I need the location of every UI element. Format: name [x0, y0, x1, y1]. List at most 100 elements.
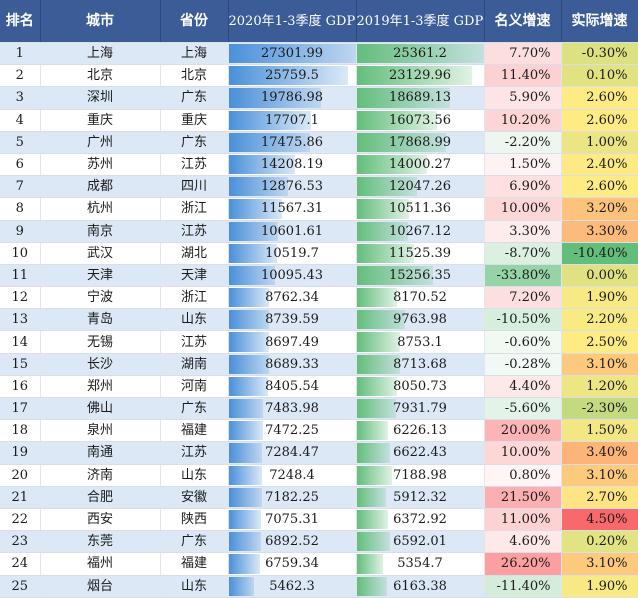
rank-cell: 12 — [0, 286, 41, 310]
data-bar-value: 11567.31 — [260, 201, 324, 217]
header-province[interactable]: 省份 — [160, 0, 229, 43]
province-cell: 江苏 — [160, 441, 229, 465]
data-bar-value: 6892.52 — [265, 534, 319, 550]
rank-cell: 8 — [0, 197, 41, 221]
data-bar-value: 5462.3 — [269, 578, 315, 594]
rank-cell: 18 — [0, 419, 41, 443]
rank-cell: 25 — [0, 575, 41, 598]
nominal-growth-cell: 7.20% — [484, 286, 562, 310]
province-cell: 湖北 — [160, 242, 229, 265]
city-cell: 天津 — [40, 264, 161, 288]
data-bar — [228, 399, 264, 419]
data-bar-value: 6226.13 — [393, 423, 447, 439]
table-row: 9 南京 江苏 10601.61 10267.12 3.30% 3.30% — [0, 220, 638, 243]
table-row: 13 青岛 山东 8739.59 9763.98 -10.50% 2.20% — [0, 308, 638, 332]
province-cell: 安徽 — [160, 486, 229, 509]
data-bar — [228, 288, 270, 308]
gdp-2020-cell: 10519.7 — [228, 242, 357, 265]
rank-cell: 19 — [0, 441, 41, 465]
data-bar-value: 27301.99 — [260, 46, 324, 62]
city-cell: 武汉 — [40, 242, 161, 265]
real-growth-cell: 4.50% — [561, 508, 638, 532]
header-real-growth[interactable]: 实际增速 — [561, 0, 638, 43]
city-cell: 东莞 — [40, 530, 161, 554]
data-bar-value: 7284.47 — [265, 445, 319, 461]
city-cell: 南通 — [40, 441, 161, 465]
data-bar — [356, 310, 406, 330]
gdp-2020-cell: 8689.33 — [228, 353, 357, 376]
gdp-2020-cell: 25759.5 — [228, 64, 357, 88]
data-bar — [228, 421, 264, 441]
province-cell: 四川 — [160, 175, 229, 199]
rank-cell: 22 — [0, 508, 41, 532]
header-gdp-2020[interactable]: 2020年1-3季度 GDP亿元 — [228, 0, 357, 43]
province-cell: 浙江 — [160, 286, 229, 310]
data-bar — [356, 154, 427, 175]
nominal-growth-cell: 10.20% — [484, 109, 562, 132]
province-cell: 福建 — [160, 552, 229, 576]
gdp-2019-cell: 18689.13 — [356, 86, 485, 110]
gdp-2020-cell: 14208.19 — [228, 153, 357, 177]
rank-cell: 2 — [0, 64, 41, 88]
city-cell: 北京 — [40, 64, 161, 88]
gdp-2020-cell: 10601.61 — [228, 220, 357, 243]
data-bar-value: 6163.38 — [393, 578, 447, 594]
province-cell: 江苏 — [160, 330, 229, 354]
header-gdp-2019[interactable]: 2019年1-3季度 GDP亿元 — [356, 0, 485, 43]
table-row: 1 上海 上海 27301.99 25361.2 7.70% -0.30% — [0, 42, 638, 66]
table-row: 7 成都 四川 12876.53 12047.26 6.90% 2.60% — [0, 175, 638, 199]
gdp-2019-cell: 8753.1 — [356, 330, 485, 354]
nominal-growth-cell: 0.80% — [484, 464, 562, 487]
data-bar-value: 25759.5 — [265, 68, 319, 84]
province-cell: 山东 — [160, 464, 229, 487]
province-cell: 广东 — [160, 397, 229, 421]
nominal-growth-cell: 10.00% — [484, 197, 562, 221]
data-bar-value: 19786.98 — [260, 90, 324, 106]
nominal-growth-cell: 5.90% — [484, 86, 562, 110]
nominal-growth-cell: -2.20% — [484, 131, 562, 154]
data-bar — [356, 88, 451, 108]
nominal-growth-cell: 20.00% — [484, 419, 562, 443]
table-row: 18 泉州 福建 7472.25 6226.13 20.00% 1.50% — [0, 419, 638, 443]
city-cell: 西安 — [40, 508, 161, 532]
data-bar-value: 8713.68 — [393, 356, 447, 372]
province-cell: 陕西 — [160, 508, 229, 532]
gdp-2020-cell: 7284.47 — [228, 441, 357, 465]
gdp-2020-cell: 7075.31 — [228, 508, 357, 532]
rank-cell: 14 — [0, 330, 41, 354]
rank-cell: 1 — [0, 42, 41, 66]
data-bar-value: 16073.56 — [388, 112, 452, 128]
real-growth-cell: -10.40% — [561, 242, 638, 265]
data-bar — [356, 66, 473, 86]
nominal-growth-cell: 4.60% — [484, 530, 562, 554]
table-header: 排名 城市 省份 2020年1-3季度 GDP亿元 2019年1-3季度 GDP… — [0, 0, 638, 43]
province-cell: 河南 — [160, 375, 229, 399]
rank-cell: 11 — [0, 264, 41, 288]
nominal-growth-cell: 7.70% — [484, 42, 562, 66]
city-cell: 广州 — [40, 131, 161, 154]
city-cell: 佛山 — [40, 397, 161, 421]
gdp-2020-cell: 12876.53 — [228, 175, 357, 199]
real-growth-cell: 1.90% — [561, 575, 638, 598]
header-rank[interactable]: 排名 — [0, 0, 41, 43]
table-row: 14 无锡 江苏 8697.49 8753.1 -0.60% 2.50% — [0, 330, 638, 354]
rank-cell: 20 — [0, 464, 41, 487]
gdp-2019-cell: 7931.79 — [356, 397, 485, 421]
gdp-2019-cell: 8170.52 — [356, 286, 485, 310]
data-bar-value: 12047.26 — [388, 179, 452, 195]
nominal-growth-cell: 3.30% — [484, 220, 562, 243]
table-row: 2 北京 北京 25759.5 23129.96 11.40% 0.10% — [0, 64, 638, 88]
data-bar — [228, 177, 289, 197]
city-cell: 泉州 — [40, 419, 161, 443]
nominal-growth-cell: 11.40% — [484, 64, 562, 88]
data-bar-value: 17475.86 — [260, 134, 324, 150]
province-cell: 江苏 — [160, 220, 229, 243]
header-city[interactable]: 城市 — [40, 0, 161, 43]
data-bar — [228, 376, 268, 396]
data-bar-value: 6372.92 — [393, 512, 447, 528]
header-nominal-growth[interactable]: 名义增速 — [484, 0, 562, 43]
gdp-2020-cell: 10095.43 — [228, 264, 357, 288]
real-growth-cell: 2.60% — [561, 86, 638, 110]
rank-cell: 15 — [0, 353, 41, 376]
